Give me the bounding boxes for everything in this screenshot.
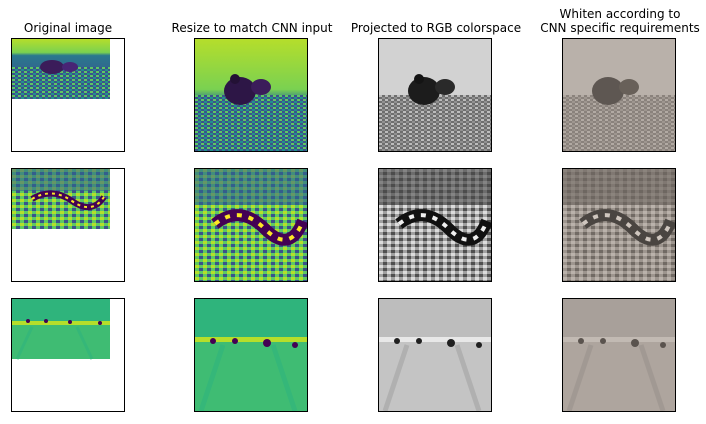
row3-rgb-panel (378, 298, 492, 412)
row3-resize-image (195, 299, 307, 411)
column-title-whiten-line1: Whiten according to (559, 7, 681, 21)
column-title-resize: Resize to match CNN input (171, 21, 333, 35)
row1-original-image (12, 39, 110, 99)
row1-rgb-panel (378, 38, 492, 152)
column-title-original: Original image (23, 21, 113, 35)
row2-rgb-image (379, 169, 491, 281)
row2-original-panel (11, 168, 125, 282)
column-title-rgb: Projected to RGB colorspace (350, 21, 522, 35)
row1-whiten-panel (562, 38, 676, 152)
row3-original-image (12, 299, 110, 360)
row1-whiten-image (563, 39, 675, 151)
row1-rgb-image (379, 39, 491, 151)
column-title-whiten-line2: CNN specific requirements (540, 21, 700, 35)
row1-resize-panel (194, 38, 308, 152)
row1-original-panel (11, 38, 125, 152)
row3-rgb-image (379, 299, 491, 411)
row3-whiten-panel (562, 298, 676, 412)
row2-resize-image (195, 169, 307, 281)
row3-whiten-image (563, 299, 675, 411)
row2-resize-panel (194, 168, 308, 282)
row2-original-image (12, 169, 110, 229)
row2-whiten-panel (562, 168, 676, 282)
row3-resize-panel (194, 298, 308, 412)
row2-whiten-image (563, 169, 675, 281)
row1-resize-image (195, 39, 307, 151)
row2-rgb-panel (378, 168, 492, 282)
row3-original-panel (11, 298, 125, 412)
